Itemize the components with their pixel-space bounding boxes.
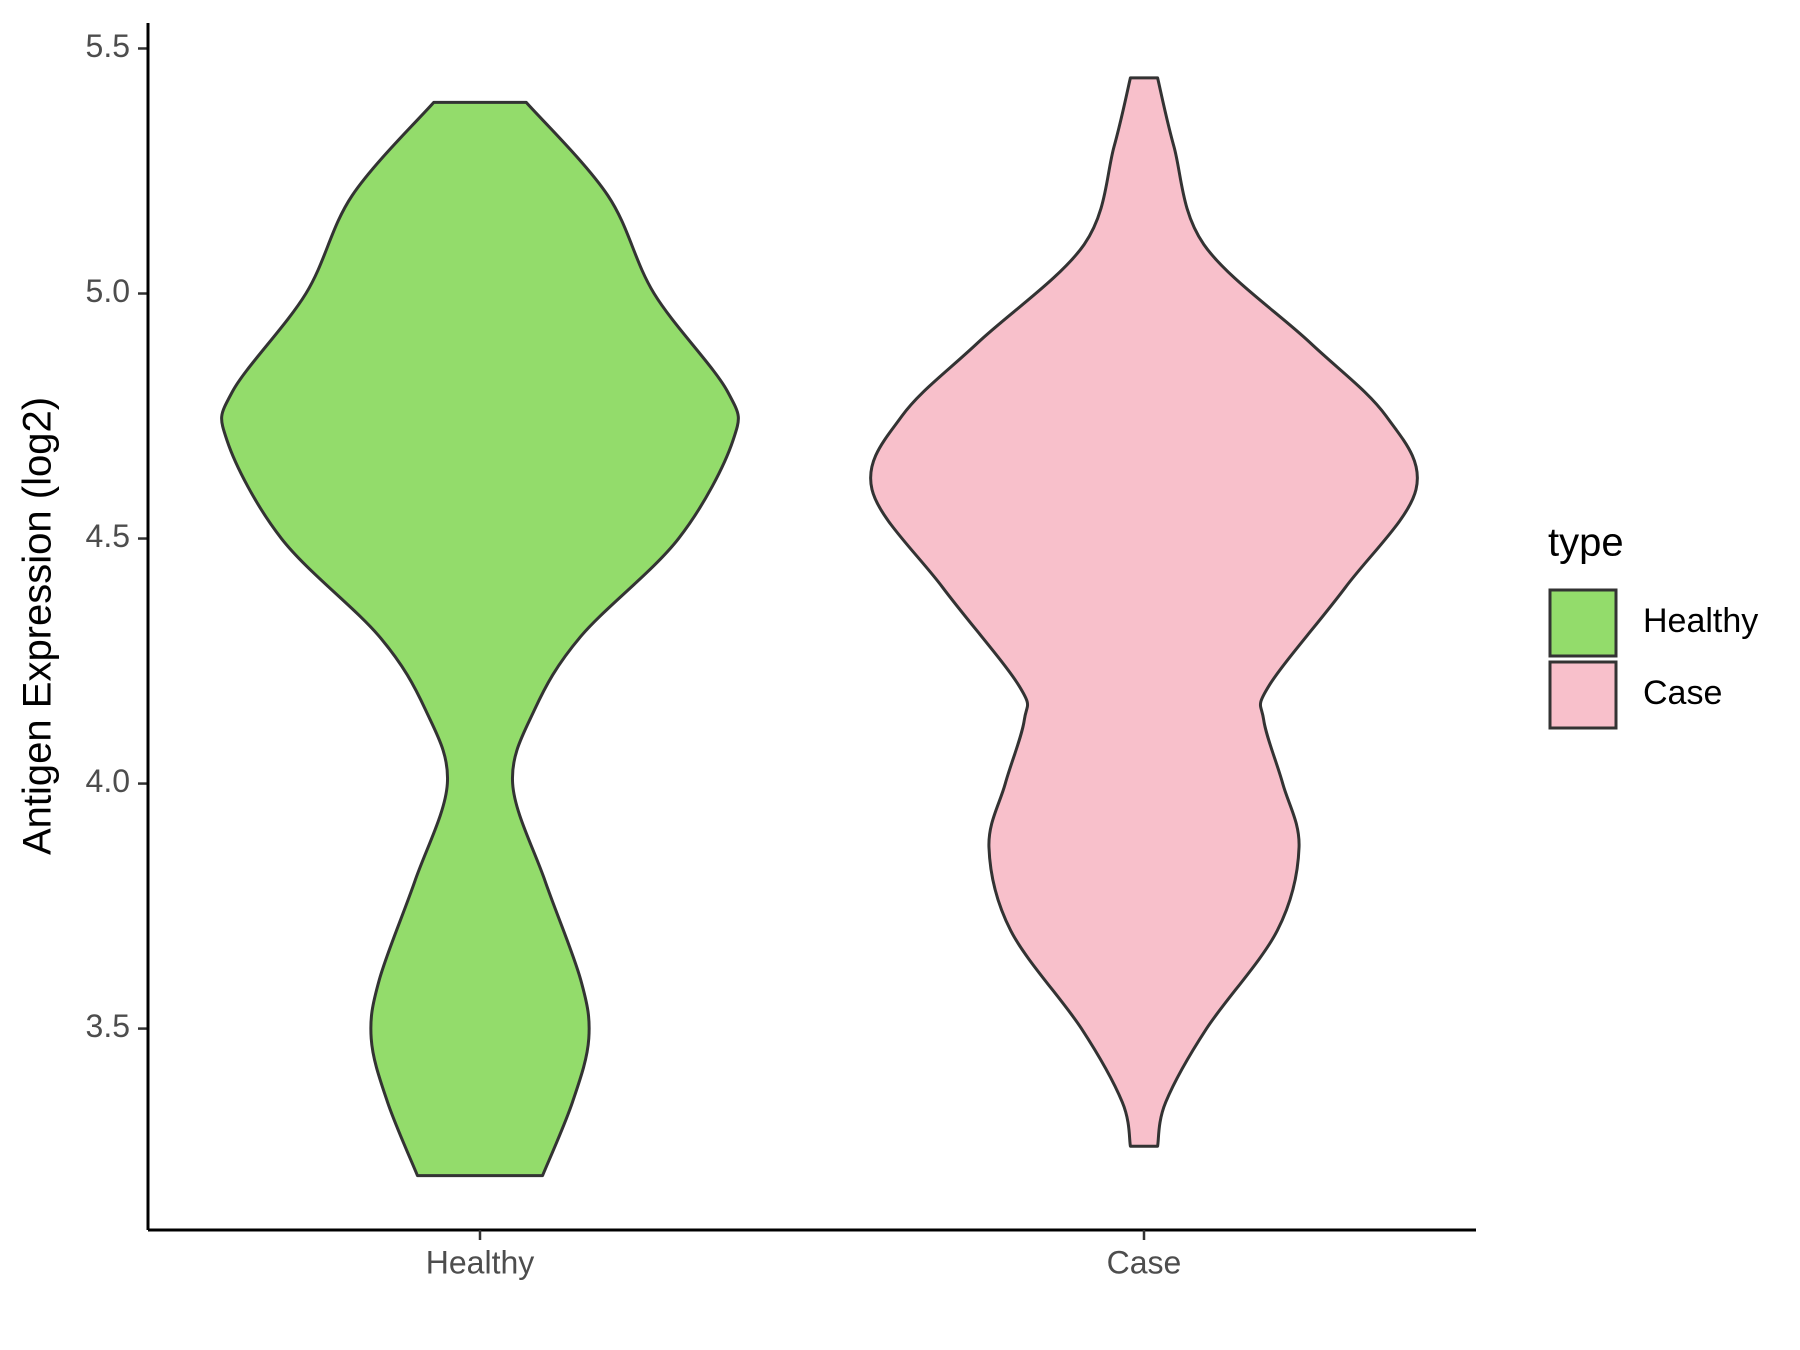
y-tick-label: 3.5	[86, 1008, 130, 1044]
legend-title: type	[1548, 521, 1624, 565]
legend-key	[1548, 660, 1618, 730]
x-tick-label: Healthy	[426, 1244, 535, 1280]
y-tick-label: 5.0	[86, 273, 130, 309]
violin	[869, 76, 1419, 1148]
y-axis-title: Antigen Expression (log2)	[16, 397, 60, 855]
y-tick-label: 4.5	[86, 518, 130, 554]
violin	[220, 100, 740, 1178]
legend-label: Healthy	[1643, 602, 1758, 640]
x-tick-label: Case	[1107, 1244, 1182, 1280]
legend-key	[1548, 588, 1618, 658]
y-tick-label: 5.5	[86, 28, 130, 64]
legend-label: Case	[1643, 674, 1722, 712]
y-tick-label: 4.0	[86, 763, 130, 799]
